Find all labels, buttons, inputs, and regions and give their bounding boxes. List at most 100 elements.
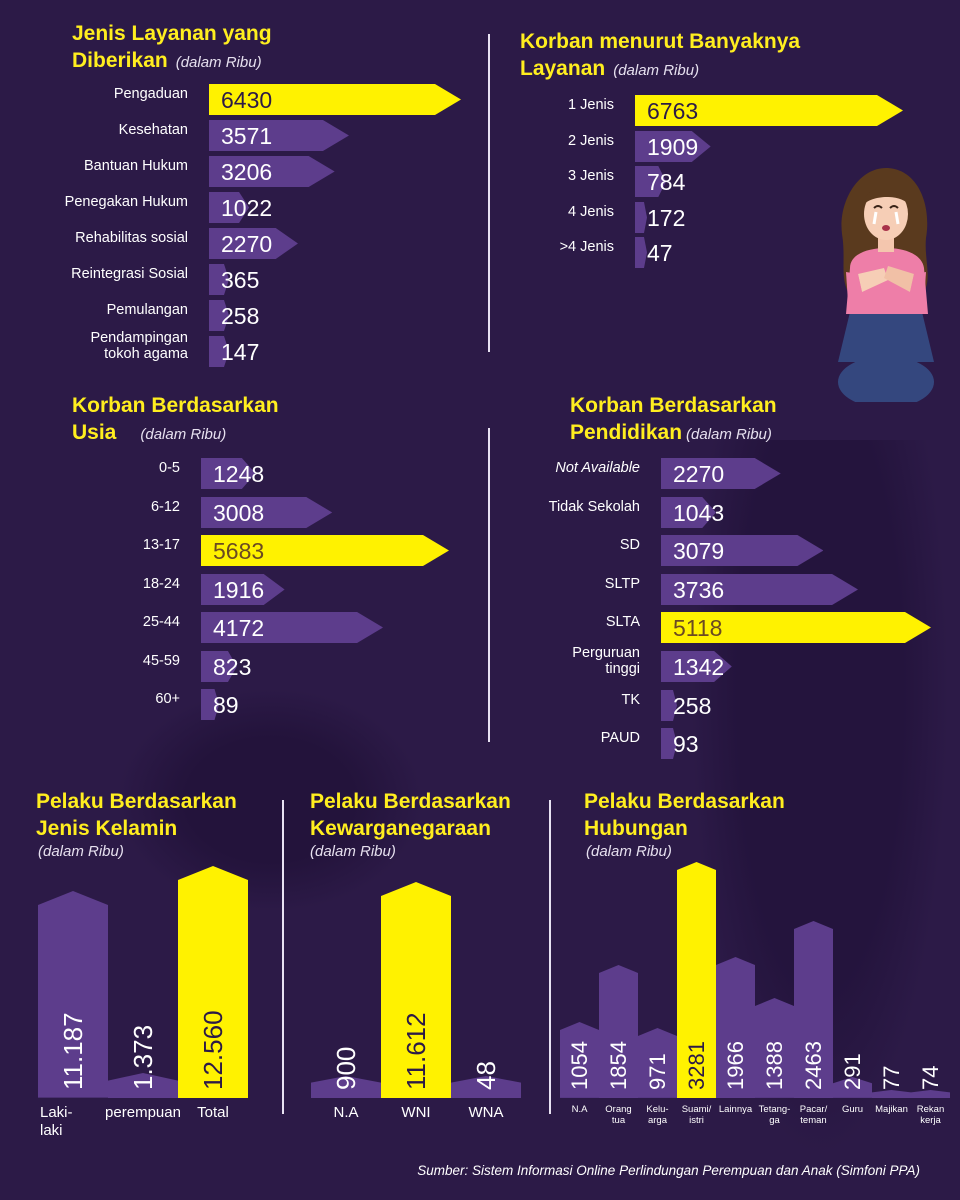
value-label: 2270 — [221, 231, 273, 257]
category-label: Guru — [841, 1104, 864, 1115]
bar — [635, 130, 711, 162]
category-label: 25-44 — [142, 614, 180, 630]
value-label: 784 — [647, 169, 686, 195]
category-label: SLTA — [605, 614, 640, 631]
bar — [201, 612, 384, 643]
bar-row: TK 258 — [0, 689, 960, 721]
bar-row: SD 3079 — [0, 535, 960, 567]
bar — [209, 336, 229, 367]
category-label: 4 Jenis — [568, 203, 614, 220]
section-title-banyaknya-layanan: Korban menurut Banyaknya Layanan (dalam R… — [520, 28, 800, 84]
bar — [201, 535, 449, 566]
bar-row: Penegakan Hukum 1022 — [0, 192, 960, 223]
value-label: 900 — [331, 1046, 361, 1090]
title-line-2: Hubungan — [584, 817, 688, 840]
bar — [635, 201, 647, 233]
value-label: 77 — [878, 1065, 904, 1090]
category-label: 18-24 — [142, 575, 180, 592]
bar-row: Not Available 2270 — [0, 458, 960, 489]
category-label: perempuan — [105, 1104, 181, 1121]
category-label: 3 Jenis — [568, 168, 614, 184]
value-label: 823 — [213, 653, 252, 680]
value-label: 172 — [647, 204, 686, 231]
title-line-1: Pelaku Berdasarkan — [310, 790, 511, 813]
bar — [201, 689, 219, 720]
bar-row: 18-24 1916 — [0, 573, 960, 605]
value-label: 258 — [673, 692, 712, 719]
value-label: 1854 — [605, 1041, 631, 1090]
bar-row: 60+ 89 — [0, 689, 960, 720]
value-label: 1054 — [566, 1041, 592, 1090]
category-label: >4 Jenis — [559, 239, 614, 255]
section-title-kewarganegaraan: Pelaku Berdasarkan Kewarganegaraan — [310, 788, 511, 842]
bar — [638, 1028, 677, 1098]
bar-row: >4 Jenis 47 — [0, 237, 960, 268]
category-label: Suami/istri — [681, 1104, 712, 1126]
section-title-pendidikan: Korban Berdasarkan Pendidikan (dalam Ribu… — [570, 392, 777, 448]
title-line-1: Korban Berdasarkan — [570, 394, 777, 417]
bar — [911, 1090, 950, 1098]
bar — [635, 166, 667, 197]
value-label: 11.612 — [401, 1012, 431, 1090]
bar — [209, 120, 349, 151]
title-line-2: Pendidikan — [570, 421, 683, 444]
unit-label: (dalam Ribu) — [310, 843, 396, 860]
category-label: Pendampingan tokoh agama — [90, 330, 188, 362]
category-label: 45-59 — [142, 652, 180, 669]
bar — [201, 573, 285, 605]
section-title-layanan: Jenis Layanan yang Diberikan (dalam Ribu) — [72, 20, 272, 76]
bar-row: 2 Jenis 1909 — [0, 130, 960, 162]
category-label: 13-17 — [142, 537, 180, 553]
bar — [661, 458, 781, 489]
category-label: Rekan kerja — [916, 1104, 945, 1126]
category-label: WNI — [401, 1104, 431, 1121]
value-label: 1022 — [221, 195, 273, 221]
bar — [635, 95, 903, 126]
bar-row: Bantuan Hukum 3206 — [0, 156, 960, 187]
value-label: 5683 — [213, 538, 265, 564]
value-label: 93 — [673, 731, 699, 758]
value-label: 1248 — [213, 461, 265, 487]
bar-row: SLTP 3736 — [0, 573, 960, 605]
value-label: 147 — [221, 339, 260, 365]
bar — [755, 998, 794, 1098]
category-label: TK — [621, 691, 640, 708]
category-label: WNA — [468, 1104, 504, 1121]
value-label: 971 — [644, 1053, 670, 1090]
unit-label: (dalam Ribu) — [613, 62, 700, 79]
title-line-1: Korban Berdasarkan — [72, 394, 279, 417]
category-label: Majikan — [875, 1104, 908, 1115]
value-label: 89 — [213, 692, 239, 718]
bar — [833, 1077, 872, 1098]
bar — [794, 920, 833, 1098]
category-label: 60+ — [155, 691, 180, 707]
category-label: 6-12 — [150, 498, 180, 515]
bar-row: Reintegrasi Sosial 365 — [0, 264, 960, 295]
section-title-usia: Korban Berdasarkan Usia (dalam Ribu) — [72, 392, 279, 448]
value-label: 6763 — [647, 98, 699, 124]
value-label: 5118 — [673, 615, 723, 642]
category-label: PAUD — [600, 730, 640, 747]
title-line-2: Jenis Kelamin — [36, 817, 178, 840]
value-label: 1909 — [647, 133, 699, 160]
category-label: Penegakan Hukum — [64, 194, 188, 210]
value-label: 1966 — [722, 1041, 748, 1090]
category-label: Pemulangan — [106, 302, 188, 318]
value-label: 3571 — [221, 123, 273, 149]
source-note: Sumber: Sistem Informasi Online Perlindu… — [417, 1163, 920, 1178]
value-label: 258 — [221, 303, 260, 329]
category-label: Tetang-ga — [758, 1104, 791, 1126]
value-label: 1043 — [673, 499, 725, 526]
title-line-1: Pelaku Berdasarkan — [584, 790, 785, 813]
divider-vertical-bottom-1 — [282, 800, 284, 1114]
divider-vertical-middle — [488, 428, 490, 742]
category-label: N.A — [571, 1104, 588, 1115]
unit-label: (dalam Ribu) — [38, 843, 124, 860]
bar — [716, 956, 755, 1098]
category-label: Not Available — [555, 460, 640, 476]
bar-row: Perguruan tinggi 1342 — [0, 645, 960, 682]
value-label: 3206 — [221, 159, 273, 185]
bar — [209, 300, 229, 331]
bar — [201, 496, 333, 528]
value-label: 291 — [839, 1053, 865, 1090]
